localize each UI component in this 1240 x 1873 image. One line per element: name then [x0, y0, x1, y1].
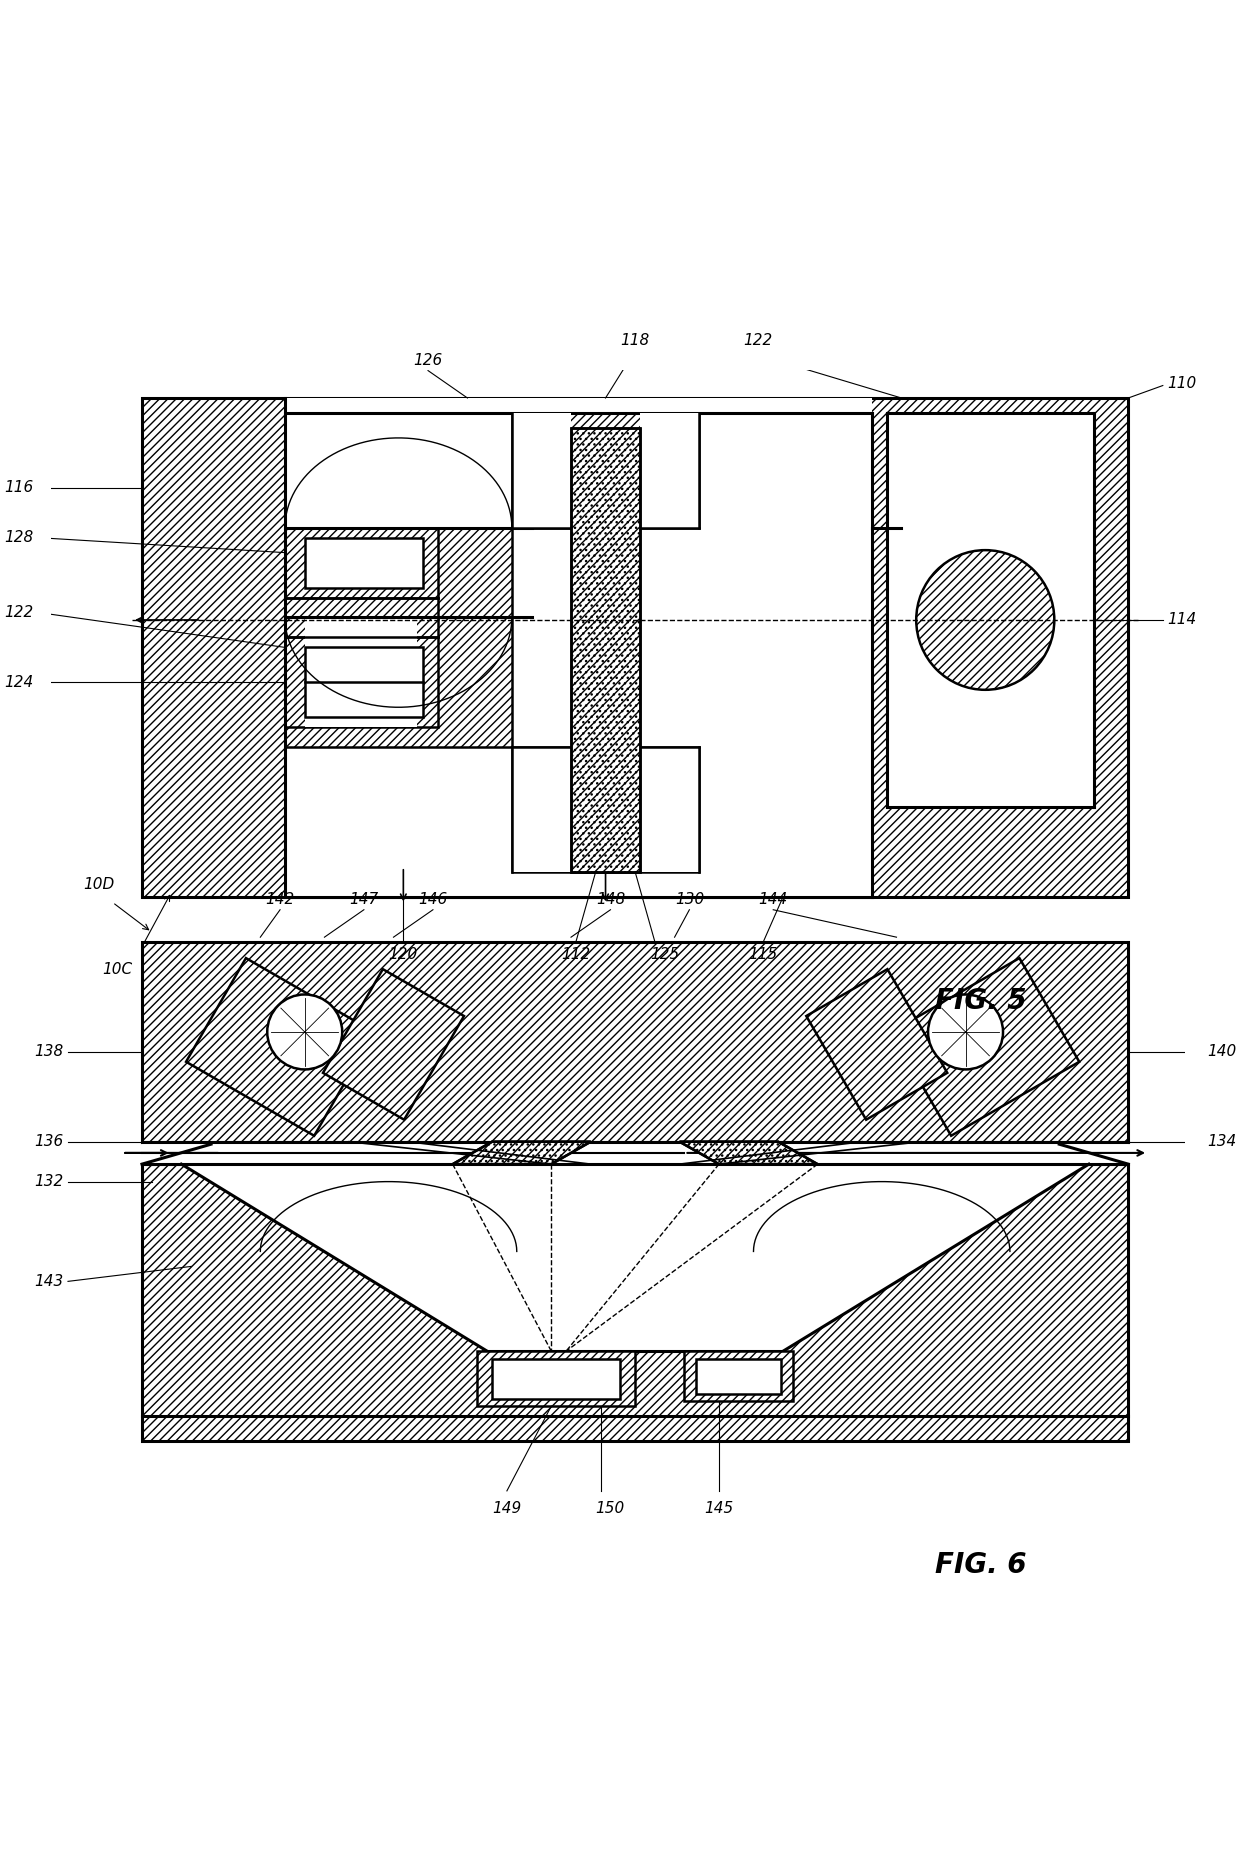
Polygon shape — [806, 968, 947, 1120]
Text: 138: 138 — [33, 1045, 63, 1060]
Bar — [141, 1143, 1128, 1165]
Bar — [141, 1165, 1128, 1440]
Text: 122: 122 — [744, 333, 773, 348]
Bar — [640, 412, 699, 528]
Text: 10D: 10D — [83, 877, 114, 892]
Bar — [305, 618, 418, 727]
Text: 116: 116 — [4, 479, 33, 494]
Bar — [512, 412, 699, 528]
Text: 136: 136 — [33, 1135, 63, 1150]
Polygon shape — [680, 1143, 817, 1165]
Text: 10C: 10C — [103, 961, 133, 976]
Bar — [572, 427, 640, 871]
Text: 149: 149 — [492, 1500, 522, 1515]
Text: 110: 110 — [1168, 375, 1197, 391]
Text: 134: 134 — [1208, 1135, 1236, 1150]
Polygon shape — [186, 959, 374, 1135]
Bar — [697, 1358, 781, 1394]
Text: 130: 130 — [675, 892, 704, 907]
Bar — [141, 942, 1128, 1143]
Text: 114: 114 — [1168, 612, 1197, 627]
Bar — [285, 528, 512, 747]
Bar — [512, 412, 572, 528]
Text: 148: 148 — [596, 892, 625, 907]
Text: 142: 142 — [265, 892, 295, 907]
Ellipse shape — [916, 551, 1054, 689]
Bar — [305, 648, 423, 717]
Text: FIG. 6: FIG. 6 — [935, 1551, 1025, 1579]
Text: 145: 145 — [704, 1500, 734, 1515]
Bar — [512, 747, 699, 871]
Bar — [640, 747, 699, 871]
Text: 122: 122 — [4, 605, 33, 620]
Polygon shape — [892, 959, 1079, 1135]
Text: FIG. 5: FIG. 5 — [935, 987, 1025, 1015]
Bar — [305, 648, 423, 717]
Bar — [141, 397, 1128, 897]
Circle shape — [268, 995, 342, 1069]
Text: 144: 144 — [759, 892, 787, 907]
Text: 140: 140 — [1208, 1045, 1236, 1060]
Bar — [512, 747, 572, 871]
Polygon shape — [453, 1143, 590, 1165]
Polygon shape — [322, 968, 464, 1120]
Text: 147: 147 — [350, 892, 378, 907]
Bar — [305, 538, 423, 588]
Text: 124: 124 — [4, 674, 33, 689]
Bar — [285, 397, 872, 897]
Bar — [477, 1350, 635, 1407]
Text: 125: 125 — [650, 946, 680, 961]
Text: 126: 126 — [413, 354, 443, 369]
Bar — [492, 1358, 620, 1399]
Bar — [492, 1358, 620, 1399]
Bar — [887, 412, 1094, 807]
Text: 132: 132 — [33, 1174, 63, 1189]
Text: 120: 120 — [388, 946, 418, 961]
Bar — [572, 427, 640, 871]
Bar — [697, 1358, 781, 1394]
Text: 146: 146 — [418, 892, 448, 907]
Text: 112: 112 — [562, 946, 590, 961]
Text: 143: 143 — [33, 1274, 63, 1289]
Polygon shape — [181, 1165, 1089, 1350]
Bar — [285, 528, 438, 597]
Bar — [305, 538, 423, 588]
Circle shape — [928, 995, 1003, 1069]
Bar — [684, 1350, 792, 1401]
Text: 118: 118 — [620, 333, 650, 348]
Text: 128: 128 — [4, 530, 33, 545]
Bar — [285, 637, 438, 727]
Text: 115: 115 — [749, 946, 777, 961]
Text: 150: 150 — [595, 1500, 625, 1515]
